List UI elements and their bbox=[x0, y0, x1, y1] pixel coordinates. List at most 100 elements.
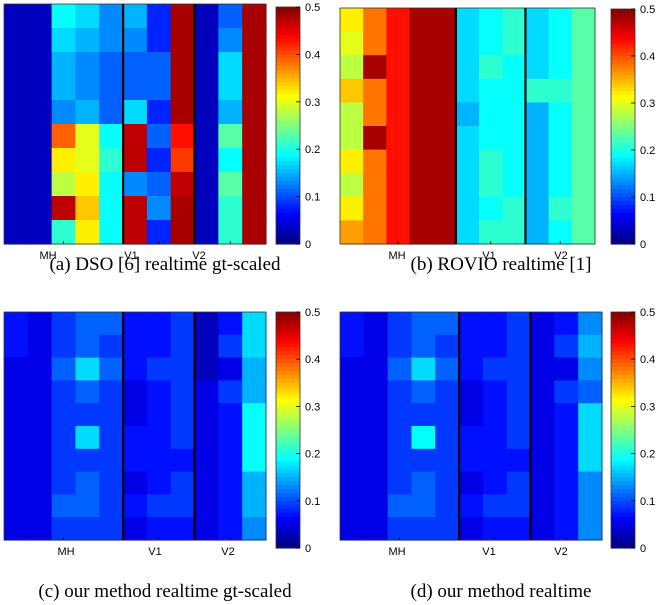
heatmap-cell bbox=[340, 312, 365, 336]
heatmap-cell bbox=[455, 196, 480, 221]
heatmap-cell bbox=[363, 102, 387, 127]
colorbar-tick-label: 0.4 bbox=[640, 51, 655, 63]
heatmap-cell bbox=[554, 494, 579, 518]
colorbar-segment bbox=[611, 433, 635, 439]
colorbar-frame bbox=[610, 311, 636, 549]
colorbar-segment bbox=[276, 54, 300, 59]
colorbar-segment bbox=[276, 363, 300, 368]
heatmap-cell bbox=[455, 31, 480, 56]
heatmap-cell bbox=[242, 196, 267, 221]
heatmap-panel-4: MH V1 V2 0 0.1 0.2 0.3 0.4 0.5 (d) our method rea… bbox=[339, 307, 655, 602]
heatmap-cell bbox=[386, 8, 411, 33]
heatmap-cell bbox=[170, 28, 196, 53]
heatmap-cell bbox=[170, 471, 196, 495]
colorbar-segment bbox=[611, 323, 635, 329]
heatmap-cell bbox=[242, 4, 267, 29]
heatmap-cell bbox=[482, 312, 508, 336]
heatmap-cell bbox=[51, 172, 77, 197]
colorbar-segment bbox=[611, 28, 635, 34]
heatmap-cell bbox=[51, 448, 77, 473]
colorbar-segment bbox=[276, 339, 300, 345]
heatmap-cell bbox=[4, 494, 29, 518]
colorbar-segment bbox=[611, 445, 635, 451]
heatmap-cell bbox=[123, 448, 148, 473]
heatmap-cell bbox=[51, 426, 77, 450]
colorbar-segment bbox=[276, 26, 300, 32]
heatmap-cell bbox=[502, 31, 527, 56]
heatmap-cell bbox=[506, 517, 532, 541]
heatmap-cell bbox=[435, 494, 460, 518]
heatmap-cell bbox=[51, 28, 77, 53]
heatmap-cell bbox=[506, 312, 532, 336]
heatmap-cell bbox=[218, 494, 243, 518]
colorbar-segment bbox=[611, 142, 635, 147]
colorbar-segment bbox=[611, 367, 635, 372]
colorbar-segment bbox=[276, 34, 300, 40]
colorbar-segment bbox=[276, 216, 300, 221]
heatmap-cell bbox=[75, 471, 100, 495]
colorbar-segment bbox=[611, 165, 635, 171]
heatmap-cell bbox=[386, 78, 411, 103]
heatmap-cell bbox=[123, 220, 148, 245]
colorbar-segment bbox=[611, 161, 635, 167]
heatmap-cell bbox=[530, 471, 555, 495]
colorbar-segment bbox=[276, 394, 300, 400]
heatmap-cell bbox=[525, 196, 550, 221]
panel-caption: (b) ROVIO realtime [1] bbox=[411, 254, 592, 275]
x-tick-label: V2 bbox=[221, 546, 234, 558]
heatmap-cell bbox=[27, 403, 53, 427]
heatmap-cell bbox=[75, 76, 100, 101]
colorbar-tick-label: 0 bbox=[640, 239, 646, 251]
heatmap-cell bbox=[194, 448, 219, 473]
heatmap-cell bbox=[99, 28, 124, 53]
x-tick-label: V2 bbox=[554, 250, 567, 262]
heatmap-cell bbox=[146, 426, 172, 450]
heatmap-cell bbox=[479, 8, 503, 33]
heatmap-cell bbox=[525, 8, 550, 33]
heatmap-cell bbox=[242, 517, 267, 541]
heatmap-cell bbox=[218, 517, 243, 541]
x-tick-label: V1 bbox=[124, 250, 137, 262]
colorbar-segment bbox=[611, 208, 635, 214]
heatmap-cell bbox=[51, 357, 77, 381]
heatmap-cell bbox=[482, 494, 508, 518]
heatmap-cell bbox=[479, 31, 503, 56]
heatmap-cell bbox=[218, 357, 243, 381]
colorbar-segment bbox=[276, 441, 300, 447]
heatmap-cell bbox=[387, 494, 413, 518]
colorbar-segment bbox=[611, 331, 635, 337]
heatmap-cell bbox=[386, 173, 411, 198]
heatmap-cell bbox=[479, 55, 503, 80]
heatmap-cell bbox=[99, 4, 124, 29]
heatmap-cell bbox=[170, 403, 196, 427]
colorbar-segment bbox=[276, 382, 300, 388]
heatmap-cell bbox=[123, 124, 148, 149]
colorbar-segment bbox=[611, 524, 635, 529]
heatmap-cell bbox=[242, 148, 267, 173]
heatmap-panel-1: MH V1 V2 0 0.1 0.2 0.3 0.4 0.5 (a) DSO [6] realti… bbox=[3, 2, 320, 275]
heatmap-cell bbox=[242, 426, 267, 450]
heatmap-cell bbox=[170, 426, 196, 450]
heatmap-cell bbox=[123, 100, 148, 125]
colorbar-segment bbox=[276, 390, 300, 396]
colorbar-segment bbox=[276, 220, 300, 225]
heatmap-cell bbox=[242, 494, 267, 518]
heatmap-cell bbox=[170, 334, 196, 359]
colorbar-segment bbox=[276, 453, 300, 459]
colorbar-tick-label: 0.5 bbox=[640, 307, 655, 319]
heatmap-cell bbox=[554, 426, 579, 450]
heatmap-cell bbox=[548, 196, 573, 221]
colorbar-segment bbox=[611, 441, 635, 447]
colorbar-segment bbox=[276, 70, 300, 75]
colorbar-segment bbox=[276, 489, 300, 494]
colorbar-tick-label: 0 bbox=[305, 543, 311, 555]
heatmap-cell bbox=[411, 334, 436, 359]
heatmap-cell bbox=[146, 403, 172, 427]
heatmap-cell bbox=[170, 494, 196, 518]
heatmap-cell bbox=[502, 173, 527, 198]
heatmap-cell bbox=[459, 494, 484, 518]
x-tick-label: MH bbox=[57, 546, 74, 558]
colorbar-segment bbox=[276, 414, 300, 419]
heatmap-cell bbox=[99, 52, 124, 77]
heatmap-cell bbox=[27, 196, 53, 221]
